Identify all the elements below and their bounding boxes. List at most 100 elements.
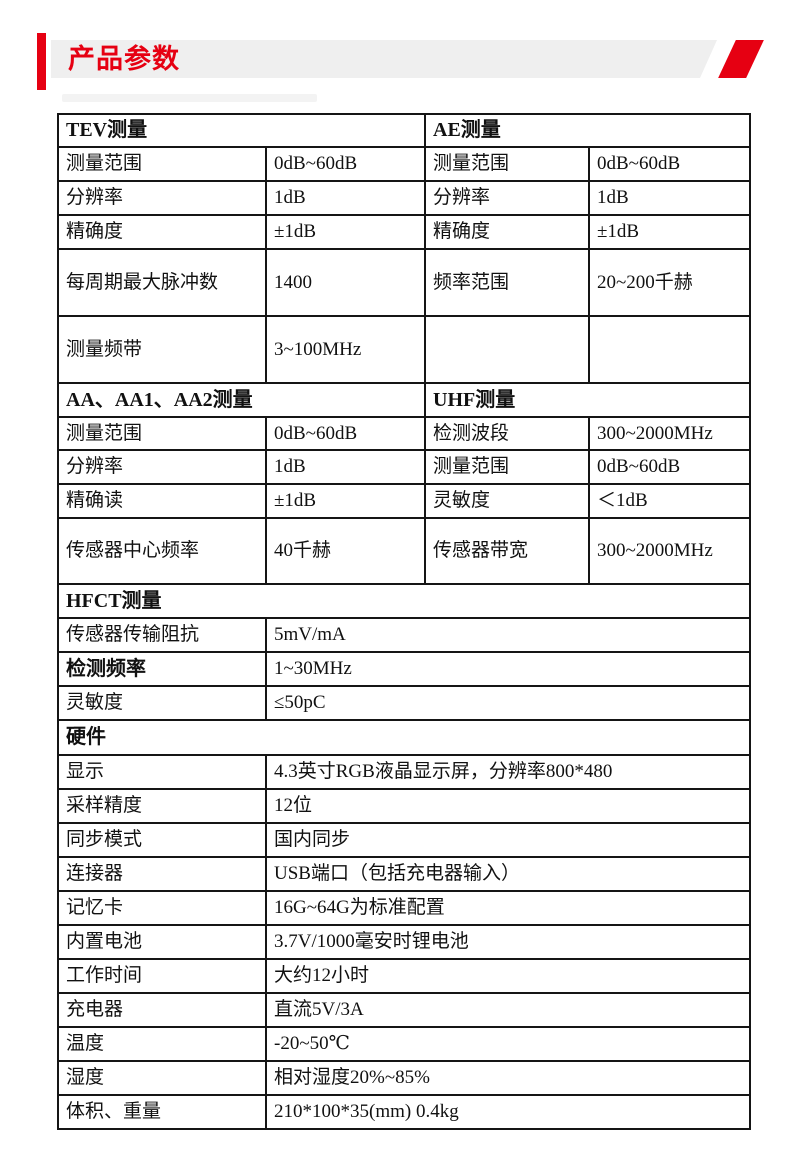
spec-table-body: TEV测量 AE测量 测量范围 0dB~60dB 测量范围 0dB~60dB 分辨率 1dB 分… — [56, 113, 752, 1130]
table-cell: 16G~64G为标准配置 — [264, 890, 752, 926]
table-cell: ≤50pC — [264, 685, 752, 721]
table-row: 分辨率 1dB 测量范围 0dB~60dB — [57, 449, 752, 485]
table-cell: 传感器传输阻抗 — [57, 617, 267, 653]
table-cell: 采样精度 — [57, 788, 267, 824]
table-section-header-cell: 硬件 — [56, 719, 752, 756]
table-cell: 0dB~60dB — [587, 449, 752, 485]
table-row: 显示 4.3英寸RGB液晶显示屏，分辨率800*480 — [57, 754, 752, 790]
table-cell: 1400 — [265, 248, 426, 317]
table-cell: 40千赫 — [265, 517, 426, 585]
table-cell: ＜1dB — [587, 483, 752, 519]
table-row: 传感器传输阻抗 5mV/mA — [57, 617, 752, 653]
table-row: 温度 -20~50℃ — [57, 1026, 752, 1062]
table-row: 精确度 ±1dB 精确度 ±1dB — [57, 214, 752, 250]
table-cell: 分辨率 — [57, 180, 267, 216]
table-cell: 传感器带宽 — [424, 517, 590, 585]
table-row: 记忆卡 16G~64G为标准配置 — [57, 890, 752, 926]
table-section-header-cell: UHF测量 — [423, 382, 752, 418]
table-cell: 连接器 — [57, 856, 267, 892]
table-cell: 300~2000MHz — [587, 517, 752, 585]
table-section-header-cell: AE测量 — [423, 113, 752, 148]
table-cell: 精确度 — [57, 214, 267, 250]
table-row: HFCT测量 — [56, 583, 752, 619]
table-row: 硬件 — [56, 719, 752, 756]
table-cell: ±1dB — [587, 214, 752, 250]
title-banner: 产品参数 — [51, 40, 717, 78]
table-row: 采样精度 12位 — [57, 788, 752, 824]
faint-watermark-text — [62, 94, 317, 102]
banner-flag-decoration — [718, 40, 764, 78]
table-row: 精确读 ±1dB 灵敏度 ＜1dB — [57, 483, 752, 519]
table-cell: 分辨率 — [424, 180, 590, 216]
table-section-header-cell: HFCT测量 — [56, 583, 752, 619]
table-cell: 湿度 — [57, 1060, 267, 1096]
table-cell: -20~50℃ — [264, 1026, 752, 1062]
table-cell: 测量范围 — [57, 416, 267, 451]
page-title: 产品参数 — [68, 43, 180, 74]
table-cell: 灵敏度 — [57, 685, 267, 721]
table-row: 检测频率 1~30MHz — [57, 651, 752, 687]
table-section-header-cell: 检测频率 — [57, 651, 267, 687]
table-cell: 工作时间 — [57, 958, 267, 994]
table-cell — [424, 315, 590, 384]
table-row: 充电器 直流5V/3A — [57, 992, 752, 1028]
table-cell: 充电器 — [57, 992, 267, 1028]
table-cell: 测量频带 — [57, 315, 267, 384]
table-cell: 1dB — [265, 180, 426, 216]
table-row: AA、AA1、AA2测量 UHF测量 — [57, 382, 752, 418]
table-section-header-cell: AA、AA1、AA2测量 — [57, 382, 426, 418]
table-row: 测量范围 0dB~60dB 测量范围 0dB~60dB — [57, 146, 752, 182]
table-cell: 0dB~60dB — [265, 146, 426, 182]
table-row: 湿度 相对湿度20%~85% — [57, 1060, 752, 1096]
table-cell: 0dB~60dB — [587, 146, 752, 182]
table-cell — [587, 315, 752, 384]
table-cell: 1dB — [587, 180, 752, 216]
table-row: TEV测量 AE测量 — [57, 113, 752, 148]
table-cell: ±1dB — [265, 483, 426, 519]
table-cell: 相对湿度20%~85% — [264, 1060, 752, 1096]
table-cell: 分辨率 — [57, 449, 267, 485]
table-row: 每周期最大脉冲数 1400 频率范围 20~200千赫 — [57, 248, 752, 317]
table-cell: 精确读 — [57, 483, 267, 519]
table-cell: 测量范围 — [424, 449, 590, 485]
table-cell: 测量范围 — [424, 146, 590, 182]
table-cell: 检测波段 — [424, 416, 590, 451]
table-row: 测量范围 0dB~60dB 检测波段 300~2000MHz — [57, 416, 752, 451]
table-cell: 国内同步 — [264, 822, 752, 858]
table-cell: 记忆卡 — [57, 890, 267, 926]
table-row: 同步模式 国内同步 — [57, 822, 752, 858]
spec-table: TEV测量 AE测量 测量范围 0dB~60dB 测量范围 0dB~60dB 分辨率 1dB 分… — [56, 113, 752, 1130]
table-cell: 灵敏度 — [424, 483, 590, 519]
table-cell: 频率范围 — [424, 248, 590, 317]
table-cell: 传感器中心频率 — [57, 517, 267, 585]
table-row: 体积、重量 210*100*35(mm) 0.4kg — [57, 1094, 752, 1130]
table-row: 灵敏度 ≤50pC — [57, 685, 752, 721]
table-row: 工作时间 大约12小时 — [57, 958, 752, 994]
table-cell: 同步模式 — [57, 822, 267, 858]
table-cell: 精确度 — [424, 214, 590, 250]
page-header: 产品参数 — [0, 0, 800, 100]
table-cell: 显示 — [57, 754, 267, 790]
table-cell: USB端口（包括充电器输入） — [264, 856, 752, 892]
table-cell: 3~100MHz — [265, 315, 426, 384]
table-cell: ±1dB — [265, 214, 426, 250]
table-cell: 4.3英寸RGB液晶显示屏，分辨率800*480 — [264, 754, 752, 790]
table-row: 内置电池 3.7V/1000毫安时锂电池 — [57, 924, 752, 960]
table-cell: 12位 — [264, 788, 752, 824]
table-cell: 20~200千赫 — [587, 248, 752, 317]
table-cell: 1~30MHz — [264, 651, 752, 687]
table-cell: 5mV/mA — [264, 617, 752, 653]
table-row: 传感器中心频率 40千赫 传感器带宽 300~2000MHz — [57, 517, 752, 585]
table-cell: 温度 — [57, 1026, 267, 1062]
table-cell: 3.7V/1000毫安时锂电池 — [264, 924, 752, 960]
table-cell: 内置电池 — [57, 924, 267, 960]
table-cell: 测量范围 — [57, 146, 267, 182]
table-cell: 每周期最大脉冲数 — [57, 248, 267, 317]
table-row: 测量频带 3~100MHz — [57, 315, 752, 384]
table-cell: 大约12小时 — [264, 958, 752, 994]
accent-bar — [37, 33, 46, 90]
table-cell: 1dB — [265, 449, 426, 485]
table-row: 分辨率 1dB 分辨率 1dB — [57, 180, 752, 216]
table-section-header-cell: TEV测量 — [57, 113, 426, 148]
table-cell: 体积、重量 — [57, 1094, 267, 1130]
